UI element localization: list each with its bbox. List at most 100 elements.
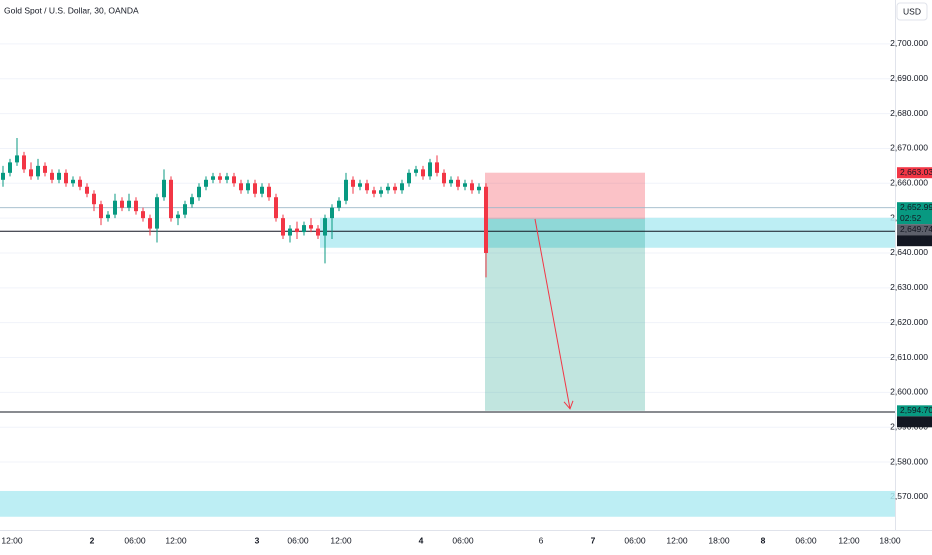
x-tick-label: 7 xyxy=(591,535,596,545)
x-tick-label: 12:00 xyxy=(1,535,23,545)
candle-body xyxy=(344,179,348,201)
candle-body xyxy=(239,183,243,191)
candle-body xyxy=(8,162,12,173)
price-label: 2,646.374 xyxy=(900,235,932,245)
zone xyxy=(0,490,895,517)
price-label-box xyxy=(897,235,932,247)
x-tick-label: 6 xyxy=(539,535,544,545)
candle-body xyxy=(190,197,194,205)
candle-body xyxy=(64,172,68,184)
price-label: 2,594.517 xyxy=(900,416,932,426)
candle-body xyxy=(176,214,180,219)
x-tick-label: 06:00 xyxy=(287,535,309,545)
candle-body xyxy=(113,200,117,215)
candle-body xyxy=(169,179,173,219)
candle-body xyxy=(92,193,96,205)
candle-body xyxy=(246,183,250,191)
candle-body xyxy=(78,179,82,187)
price-label-box xyxy=(897,416,932,428)
candle-body xyxy=(463,183,467,187)
x-tick-label: 2 xyxy=(90,535,95,545)
candle-body xyxy=(197,186,201,198)
price-label-box xyxy=(897,202,932,225)
chart-title: Gold Spot / U.S. Dollar, 30, OANDA xyxy=(4,5,139,15)
y-tick-label: 2,670.000 xyxy=(890,143,928,153)
candle-body xyxy=(57,172,61,180)
x-tick-label: 4 xyxy=(419,535,424,545)
candle-body xyxy=(260,186,264,194)
candle-body xyxy=(148,218,152,229)
x-tick-label: 06:00 xyxy=(452,535,474,545)
candle-body xyxy=(50,172,54,180)
candle-body xyxy=(85,186,89,194)
y-tick-label: 2,690.000 xyxy=(890,73,928,83)
candle-body xyxy=(183,204,187,215)
y-tick-label: 2,700.000 xyxy=(890,38,928,48)
x-tick-label: 8 xyxy=(761,535,766,545)
candle-body xyxy=(337,200,341,208)
candle-body xyxy=(134,200,138,212)
x-tick-label: 06:00 xyxy=(124,535,146,545)
y-tick-label: 2,630.000 xyxy=(890,282,928,292)
candle-body xyxy=(484,186,488,253)
candle-body xyxy=(295,228,299,233)
x-tick-label: 18:00 xyxy=(879,535,901,545)
candle-body xyxy=(477,186,481,191)
candle-body xyxy=(330,207,334,219)
candle-body xyxy=(155,197,159,229)
candle-body xyxy=(379,190,383,194)
y-tick-label: 2,570.000 xyxy=(890,491,928,501)
x-tick-label: 12:00 xyxy=(330,535,352,545)
candle-body xyxy=(36,165,40,177)
candle-body xyxy=(141,211,145,219)
candle-body xyxy=(15,155,19,163)
candle-body xyxy=(288,228,292,236)
candle-body xyxy=(393,186,397,191)
price-label: 2,649.744 xyxy=(900,224,932,234)
candle-body xyxy=(372,190,376,194)
candle-body xyxy=(211,176,215,180)
candle-body xyxy=(456,179,460,187)
candle-body xyxy=(421,169,425,177)
countdown: 02:52 xyxy=(900,213,922,223)
candle-body xyxy=(1,172,5,180)
candle-body xyxy=(428,162,432,177)
zone xyxy=(320,217,895,248)
candle-body xyxy=(449,179,453,184)
arrow xyxy=(534,218,571,409)
y-tick-label: 2,640.000 xyxy=(890,247,928,257)
price-label: 2,663.036 xyxy=(900,167,932,177)
y-tick-label: 2,680.000 xyxy=(890,108,928,118)
arrow-head xyxy=(563,400,574,410)
currency-button[interactable] xyxy=(896,2,928,21)
candle-body xyxy=(414,169,418,173)
x-tick-label: 12:00 xyxy=(165,535,187,545)
x-tick-label: 12:00 xyxy=(666,535,688,545)
candle-body xyxy=(386,186,390,191)
candle-body xyxy=(127,200,131,208)
candle-body xyxy=(358,183,362,187)
x-tick-label: 3 xyxy=(255,535,260,545)
candle-body xyxy=(407,172,411,184)
target-zone xyxy=(485,219,645,411)
x-tick-label: 12:00 xyxy=(838,535,860,545)
candle-body xyxy=(106,214,110,219)
candle-body xyxy=(302,225,306,233)
candle-body xyxy=(267,186,271,198)
price-label-box xyxy=(897,167,932,179)
currency-label[interactable]: USD xyxy=(903,6,921,16)
candle-body xyxy=(218,176,222,180)
candle-body xyxy=(43,165,47,173)
candle-body xyxy=(253,183,257,194)
candle-body xyxy=(99,204,103,219)
candle-body xyxy=(71,179,75,184)
candle-body xyxy=(162,179,166,198)
y-tick-label: 2,620.000 xyxy=(890,317,928,327)
candle-body xyxy=(29,169,33,177)
candle-body xyxy=(225,176,229,180)
candle-body xyxy=(323,218,327,236)
y-tick-label: 2,580.000 xyxy=(890,456,928,466)
candle-body xyxy=(281,218,285,236)
